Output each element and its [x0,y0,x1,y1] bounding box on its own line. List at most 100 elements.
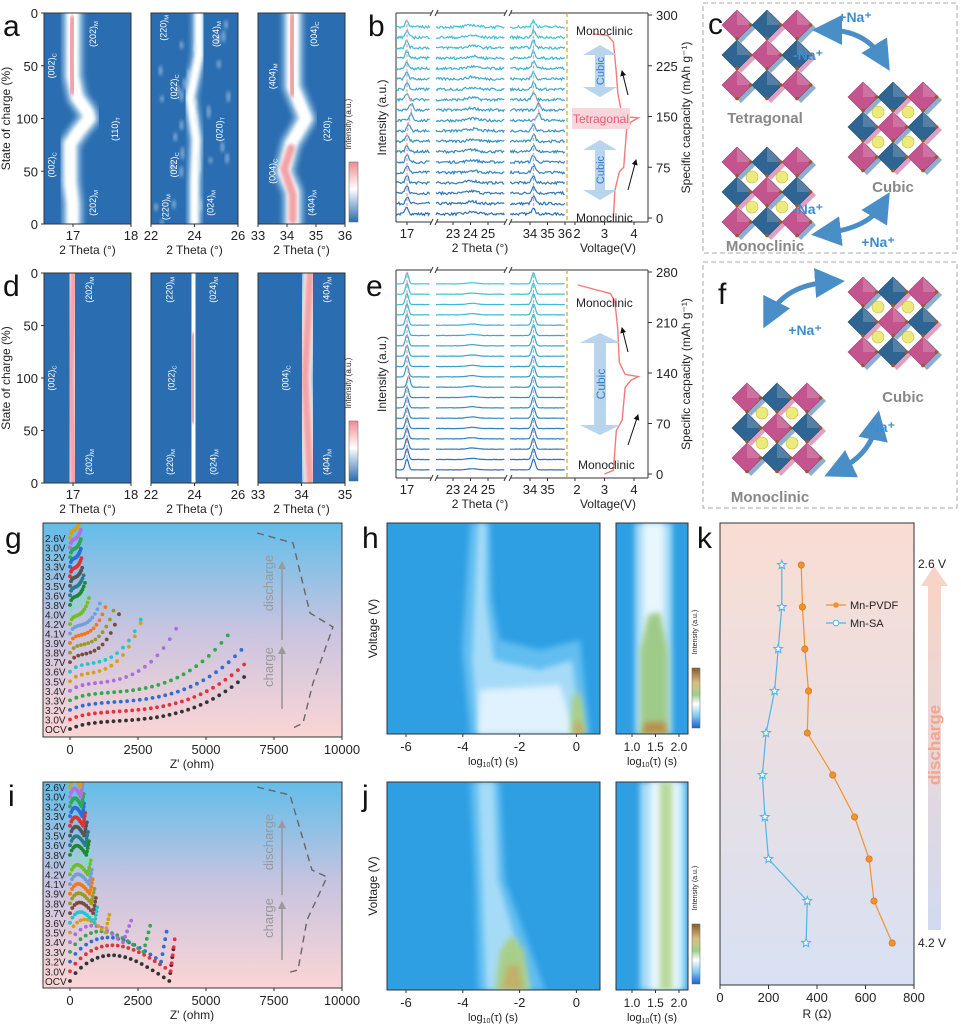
a-peak-annotation: (002)C [46,152,58,177]
g-data-point [186,697,191,702]
linker-atom [904,290,909,294]
linker-atom [735,173,739,178]
e-break-mark [508,474,513,482]
sodium-ion [901,300,915,314]
g-data-point [86,682,91,686]
i-data-point [105,921,110,926]
a-peak-annotation: (110)T [110,117,122,141]
i-data-point [73,932,78,937]
d-heatmap-content-0 [62,273,83,483]
g-data-point [112,700,117,704]
linker-atom [808,53,813,57]
i-data-point [129,918,134,923]
i-data-point [68,920,72,925]
a-xtick-label: 34 [280,228,294,243]
octahedron-highlight [923,337,938,352]
i-data-point [137,950,141,955]
g-data-point [111,608,116,613]
octahedron-highlight [767,40,782,55]
i-data-point [95,905,100,910]
linker-atom [778,53,783,57]
a-peak-annotation: (404)M [267,63,279,89]
octahedron-highlight [767,147,782,162]
g-data-point [115,651,119,655]
b-xrd-pattern [435,64,505,71]
g-data-point [79,643,83,647]
i-data-point [96,924,101,928]
b-axis-break [506,11,510,15]
i-data-point [143,943,148,948]
j-side-xtick-label: 2.0 [671,996,688,1010]
e-peak-trace [406,272,410,458]
octahedron-highlight [737,70,752,85]
g-series-label: 3.4V [45,572,66,583]
b-xtick-label: 34 [523,226,537,241]
a-noise-spot [179,89,183,102]
linker-atom [921,168,925,173]
b-xrd-pattern [395,49,430,61]
g-data-point [79,632,84,637]
k-data-point-star [776,601,788,612]
linker-atom [818,456,823,460]
octahedron-highlight [777,413,792,428]
g-data-point [136,707,141,712]
e-xtick-label: 24 [463,482,477,497]
b-xrd-pattern [435,169,505,176]
i-discharge-label: discharge [261,814,276,870]
a-noise-spot [179,165,183,178]
h-drt-contour [570,690,586,734]
b-xrd-pattern [509,185,565,196]
e-xrd-pattern [510,282,565,295]
e-phase-label-cubic: Cubic [594,369,608,400]
linker-atom [735,96,739,101]
b-direction-arrow [620,70,629,96]
g-data-point [211,697,215,701]
i-data-point [139,962,144,966]
linker-atom [748,160,753,164]
g-data-point [86,721,91,726]
g-data-point [137,697,142,702]
a-colorbar [348,161,359,223]
i-data-point [87,882,91,886]
g-series-label: 3.8V [45,649,66,660]
e-xrd-pattern [395,457,430,471]
g-data-point [132,634,137,639]
i-data-point [91,907,96,912]
e-xrd-pattern [509,272,565,285]
e-xrd-pattern [435,426,505,430]
i-data-point [83,933,88,938]
a-noise-spot [226,90,230,103]
linker-atom [904,350,909,354]
g-series-label: 3.5V [45,677,66,688]
g-data-point [93,711,97,716]
g-data-point [103,605,108,609]
octahedron-highlight [893,337,908,352]
e-xrd-pattern [509,365,565,378]
g-data-point [103,667,108,671]
g-data-point [169,678,173,683]
i-data-point [146,930,151,935]
e-xrd-pattern [510,417,565,430]
octahedron-highlight [737,40,752,55]
g-xlabel: Z' (ohm) [170,757,214,771]
g-data-point [82,607,87,612]
b-phase-label-monoclinic-bottom: Monoclinic [576,211,633,225]
j-drt-contour [478,782,530,990]
g-data-point [68,612,72,617]
g-data-point [100,612,105,617]
i-data-point [85,833,90,838]
i-xtick-label: 10000 [324,993,360,1008]
b-xrd-pattern [395,134,431,144]
g-data-point [105,679,110,684]
e-xrd-pattern [510,303,565,316]
g-data-point [99,710,103,715]
h-drt-contour [573,722,584,734]
sodium-ion [745,170,759,184]
b-break-mark [429,218,434,226]
b-phase-label-cubic-upper: Cubic [595,56,607,85]
i-data-point [86,830,90,834]
sodium-ion [871,330,885,344]
linker-atom [758,426,763,430]
g-data-point [106,690,110,695]
